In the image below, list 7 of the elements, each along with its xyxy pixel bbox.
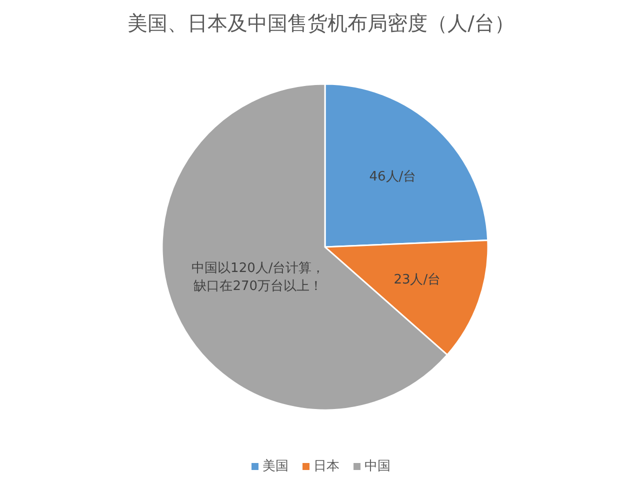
legend-label: 中国 — [364, 459, 390, 474]
data-label: 46人/台 — [369, 169, 416, 184]
data-label: 中国以120人/台计算，缺口在270万台以上！ — [192, 261, 325, 294]
data-label: 23人/台 — [394, 272, 441, 288]
chart-title: 美国、日本及中国售货机布局密度（人/台） — [128, 11, 514, 35]
legend-label: 日本 — [314, 459, 340, 474]
legend-label: 美国 — [262, 458, 288, 474]
